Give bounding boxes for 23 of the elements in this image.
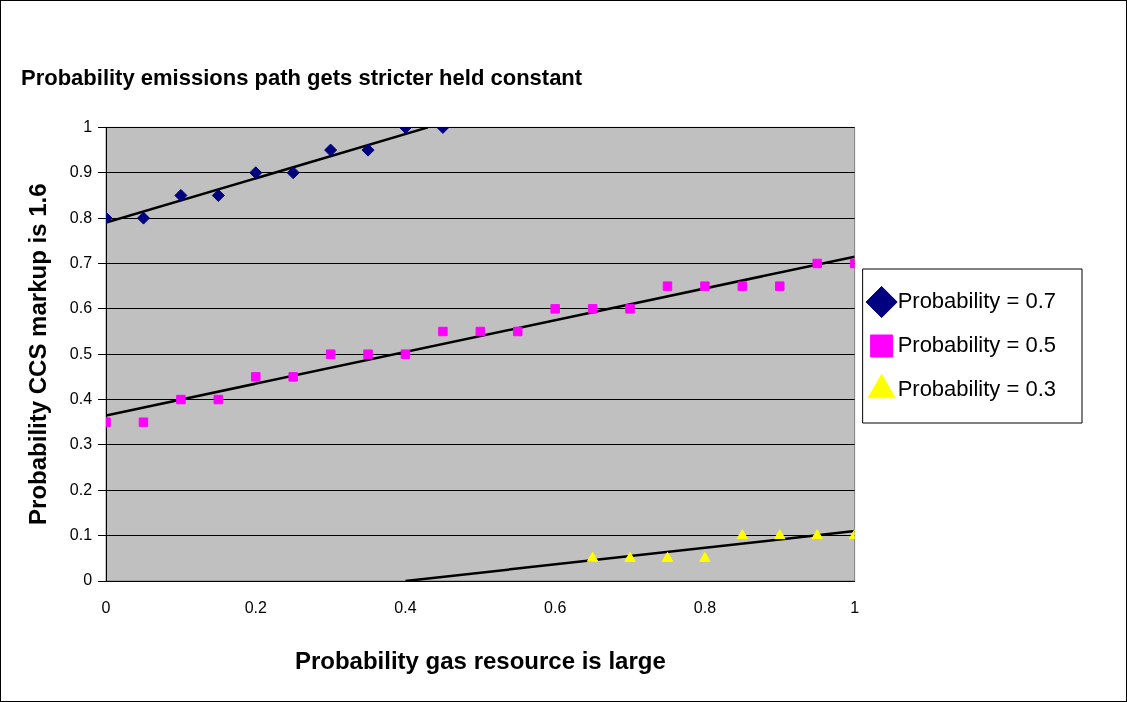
y-tick-label: 0.4 xyxy=(69,389,93,407)
x-tick-label: 1 xyxy=(850,599,860,617)
x-tick-label: 0.8 xyxy=(693,599,717,617)
y-tick-label: 0.6 xyxy=(69,299,93,317)
legend-label: Probability = 0.7 xyxy=(897,288,1056,314)
x-tick-label: 0 xyxy=(101,599,111,617)
x-tick-label: 0.6 xyxy=(544,599,567,617)
x-tick-label: 0.4 xyxy=(394,599,417,617)
y-tick-label: 0.2 xyxy=(69,480,93,498)
legend-label: Probability = 0.3 xyxy=(897,376,1056,402)
y-tick-label: 0.9 xyxy=(69,163,93,181)
y-tick-label: 0.8 xyxy=(69,208,93,226)
y-tick-label: 0.1 xyxy=(69,526,93,544)
x-tick-label: 0.2 xyxy=(244,599,267,617)
x-axis-title: Probability gas resource is large xyxy=(294,647,666,675)
y-tick-label: 0 xyxy=(83,571,93,589)
y-tick-label: 0.3 xyxy=(69,435,93,453)
y-tick-label: 0.7 xyxy=(69,253,93,271)
y-axis-title: Probability CCS markup is 1.6 xyxy=(24,183,52,525)
chart-title: Probability emissions path gets stricter held constant xyxy=(21,65,583,91)
y-tick-label: 1 xyxy=(83,117,93,135)
legend-label: Probability = 0.5 xyxy=(897,332,1056,358)
y-tick-label: 0.5 xyxy=(69,344,93,362)
